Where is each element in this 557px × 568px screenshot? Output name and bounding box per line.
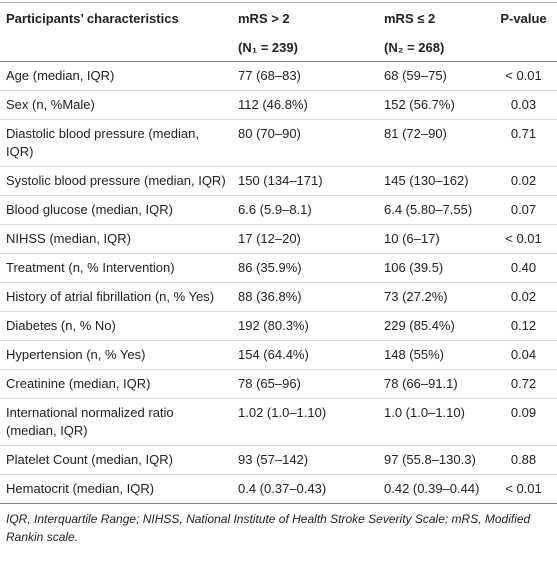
- table-row: Age (median, IQR) 77 (68–83) 68 (59–75) < 0…: [0, 62, 557, 91]
- cell: 1.0 (1.0–1.10): [384, 405, 465, 420]
- cell: 148 (55%): [384, 347, 444, 362]
- table-header: Participants’ characteristics mRS > 2 mRS …: [0, 2, 557, 62]
- cell: 0.03: [510, 97, 537, 112]
- row-label: International normalized ratio (median, …: [6, 405, 174, 438]
- footnote: IQR, Interquartile Range; NIHSS, Nationa…: [6, 512, 531, 544]
- cell: 97 (55.8–130.3): [384, 452, 476, 467]
- cell: 86 (35.9%): [238, 260, 302, 275]
- table-row: NIHSS (median, IQR) 17 (12–20) 10 (6–17) < …: [0, 225, 557, 254]
- cell: 88 (36.8%): [238, 289, 302, 304]
- table-row: Sex (n, %Male) 112 (46.8%) 152 (56.7%) 0.03: [0, 91, 557, 120]
- header-cell: Participants’ characteristics: [6, 11, 179, 26]
- row-label: NIHSS (median, IQR): [6, 231, 131, 246]
- cell: 68 (59–75): [384, 68, 447, 83]
- table-row: Blood glucose (median, IQR) 6.6 (5.9–8.1)…: [0, 196, 557, 225]
- cell: 17 (12–20): [238, 231, 301, 246]
- table-row: History of atrial fibrillation (n, % Yes…: [0, 283, 557, 312]
- table-row: Treatment (n, % Intervention) 86 (35.9%) 1…: [0, 254, 557, 283]
- cell: 152 (56.7%): [384, 97, 455, 112]
- cell: 0.40: [510, 260, 537, 275]
- row-label: Platelet Count (median, IQR): [6, 452, 173, 467]
- table-row: Systolic blood pressure (median, IQR) 150…: [0, 167, 557, 196]
- row-label: Systolic blood pressure (median, IQR): [6, 173, 226, 188]
- cell: 78 (66–91.1): [384, 376, 458, 391]
- table-row: Diabetes (n, % No) 192 (80.3%) 229 (85.4%)…: [0, 312, 557, 341]
- cell: 0.88: [510, 452, 537, 467]
- cell: 80 (70–90): [238, 126, 301, 141]
- row-label: Sex (n, %Male): [6, 97, 95, 112]
- cell: 0.02: [510, 289, 537, 304]
- header-spacer: [0, 32, 232, 62]
- cell: 73 (27.2%): [384, 289, 448, 304]
- cell: 10 (6–17): [384, 231, 440, 246]
- header-spacer: [490, 32, 557, 62]
- cell: 78 (65–96): [238, 376, 301, 391]
- cell: 0.09: [510, 405, 537, 420]
- cell: < 0.01: [505, 481, 542, 496]
- cell: 77 (68–83): [238, 68, 301, 83]
- row-label: Diabetes (n, % No): [6, 318, 116, 333]
- table-row: Hematocrit (median, IQR) 0.4 (0.37–0.43) 0…: [0, 475, 557, 504]
- cell: 1.02 (1.0–1.10): [238, 405, 327, 420]
- row-label: Hypertension (n, % Yes): [6, 347, 146, 362]
- row-label: Creatinine (median, IQR): [6, 376, 151, 391]
- table-body: Age (median, IQR) 77 (68–83) 68 (59–75) < 0…: [0, 62, 557, 504]
- cell: 93 (57–142): [238, 452, 309, 467]
- cell: 0.04: [510, 347, 537, 362]
- cell: 6.6 (5.9–8.1): [238, 202, 312, 217]
- cell: 112 (46.8%): [238, 97, 308, 112]
- cell: 81 (72–90): [384, 126, 447, 141]
- cell: 0.71: [510, 126, 537, 141]
- data-table: Participants’ characteristics mRS > 2 mRS …: [0, 2, 557, 504]
- row-label: Hematocrit (median, IQR): [6, 481, 155, 496]
- table-row: International normalized ratio (median, …: [0, 399, 557, 446]
- row-label: Blood glucose (median, IQR): [6, 202, 173, 217]
- row-label: Age (median, IQR): [6, 68, 115, 83]
- table-row: Hypertension (n, % Yes) 154 (64.4%) 148 (5…: [0, 341, 557, 370]
- cell: 145 (130–162): [384, 173, 469, 188]
- header-count: (N₂ = 268): [384, 40, 445, 55]
- row-label: Treatment (n, % Intervention): [6, 260, 175, 275]
- cell: 0.42 (0.39–0.44): [384, 481, 480, 496]
- table-row: Platelet Count (median, IQR) 93 (57–142) 9…: [0, 446, 557, 475]
- header-row: (N₁ = 239) (N₂ = 268): [0, 32, 557, 62]
- cell: < 0.01: [505, 231, 542, 246]
- cell: 0.07: [510, 202, 537, 217]
- header-cell: mRS ≤ 2: [384, 11, 436, 26]
- cell: 0.02: [510, 173, 537, 188]
- header-cell: mRS > 2: [238, 11, 290, 26]
- header-row: Participants’ characteristics mRS > 2 mRS …: [0, 3, 557, 33]
- cell: 0.4 (0.37–0.43): [238, 481, 327, 496]
- row-label: History of atrial fibrillation (n, % Yes…: [6, 289, 215, 304]
- cell: 0.72: [510, 376, 537, 391]
- cell: 192 (80.3%): [238, 318, 309, 333]
- header-count: (N₁ = 239): [238, 40, 298, 55]
- cell: 0.12: [510, 318, 537, 333]
- table-row: Creatinine (median, IQR) 78 (65–96) 78 (66…: [0, 370, 557, 399]
- cell: 154 (64.4%): [238, 347, 309, 362]
- cell: 150 (134–171): [238, 173, 323, 188]
- cell: < 0.01: [505, 68, 542, 83]
- cell: 106 (39.5): [384, 260, 444, 275]
- cell: 229 (85.4%): [384, 318, 455, 333]
- cell: 6.4 (5.80–7.55): [384, 202, 473, 217]
- row-label: Diastolic blood pressure (median, IQR): [6, 126, 199, 159]
- table-row: Diastolic blood pressure (median, IQR) 80…: [0, 120, 557, 167]
- header-cell: P-value: [500, 11, 547, 26]
